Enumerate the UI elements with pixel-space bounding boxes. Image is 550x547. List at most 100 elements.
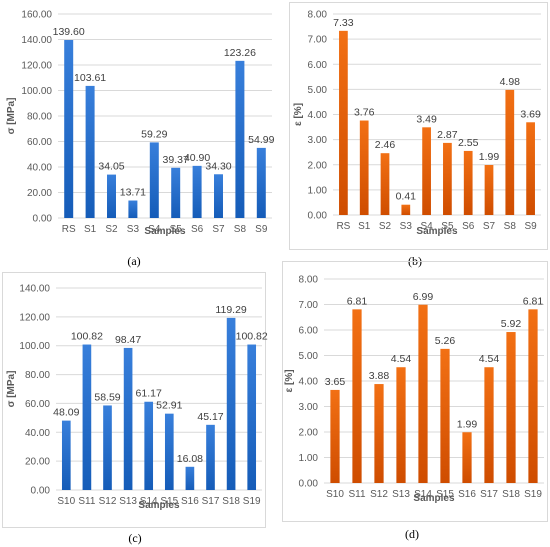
bar bbox=[103, 405, 112, 490]
bar bbox=[352, 309, 362, 483]
data-label: 6.99 bbox=[413, 291, 434, 303]
x-tick-label: S11 bbox=[78, 496, 95, 507]
y-tick-label: 80.00 bbox=[25, 370, 50, 381]
y-tick-label: 7.00 bbox=[299, 300, 319, 311]
data-label: 7.33 bbox=[333, 17, 354, 29]
data-label: 5.92 bbox=[501, 318, 522, 330]
y-tick-label: 140.00 bbox=[21, 35, 52, 46]
data-label: 6.81 bbox=[347, 295, 368, 307]
x-tick-label: S9 bbox=[255, 224, 268, 235]
data-label: 100.82 bbox=[71, 331, 103, 343]
x-tick-label: S10 bbox=[57, 496, 75, 507]
x-tick-label: S5 bbox=[170, 224, 183, 235]
chart-frame-d bbox=[282, 261, 548, 522]
x-tick-label: S17 bbox=[480, 489, 498, 500]
x-tick-label: S18 bbox=[502, 489, 520, 500]
data-label: 3.65 bbox=[325, 376, 346, 388]
x-tick-label: S4 bbox=[420, 221, 433, 232]
bar bbox=[61, 420, 71, 490]
y-tick-label: 6.00 bbox=[308, 60, 328, 71]
bar bbox=[443, 142, 452, 215]
x-tick-label: S13 bbox=[392, 489, 410, 500]
x-tick-label: S4 bbox=[148, 224, 161, 235]
data-label: 4.54 bbox=[391, 353, 412, 365]
bar bbox=[339, 30, 348, 215]
bar bbox=[506, 332, 516, 483]
data-label: 119.29 bbox=[215, 304, 246, 316]
data-label: 0.41 bbox=[396, 191, 417, 203]
chart-c-svg: 0.00 20.00 40.00 60.00 80.00 100.00 120.00 140.… bbox=[6, 284, 268, 512]
panel-label-c: (c) bbox=[128, 531, 142, 545]
chart-frame-c bbox=[2, 272, 266, 528]
x-tick-label: S1 bbox=[358, 221, 371, 232]
bar bbox=[82, 344, 92, 490]
y-tick-label: 40.00 bbox=[25, 428, 50, 439]
x-tick-label: S3 bbox=[400, 221, 413, 232]
x-tick-label: S15 bbox=[436, 489, 454, 500]
x-tick-label: S10 bbox=[326, 489, 344, 500]
y-tick-label: 60.00 bbox=[27, 137, 52, 148]
x-tick-label: RS bbox=[336, 221, 350, 232]
x-tick-label: S7 bbox=[483, 221, 496, 232]
y-tick-label: 2.00 bbox=[308, 160, 328, 171]
x-tick-label: S2 bbox=[105, 224, 118, 235]
bar bbox=[528, 309, 538, 483]
data-label: 34.05 bbox=[98, 161, 124, 173]
bar bbox=[235, 60, 245, 218]
bar bbox=[401, 204, 411, 215]
x-tick-label: S5 bbox=[441, 221, 454, 232]
y-tick-label: 1.00 bbox=[308, 185, 328, 196]
x-tick-label: S14 bbox=[140, 496, 158, 507]
y-tick-label: 1.00 bbox=[299, 453, 319, 464]
x-tick-label: S17 bbox=[202, 496, 220, 507]
chart-frame-b bbox=[289, 2, 548, 250]
x-tick-label: S12 bbox=[370, 489, 388, 500]
bar bbox=[462, 432, 472, 483]
data-label: 3.49 bbox=[416, 113, 437, 125]
panel-label-a: (a) bbox=[127, 254, 141, 268]
x-tick-label: S11 bbox=[348, 489, 365, 500]
data-label: 3.76 bbox=[354, 107, 375, 119]
bar bbox=[206, 424, 215, 490]
bar bbox=[422, 127, 431, 215]
data-label: 1.99 bbox=[457, 418, 478, 430]
bar bbox=[64, 40, 74, 219]
chart-a-svg: 0.00 20.00 40.00 60.00 80.00 100.00 120.00 140.… bbox=[6, 10, 275, 238]
bar bbox=[123, 347, 133, 490]
data-label: 103.61 bbox=[74, 72, 106, 84]
data-label: 1.99 bbox=[479, 151, 500, 163]
y-tick-label: 4.00 bbox=[308, 110, 328, 121]
data-label: 139.60 bbox=[53, 26, 85, 38]
y-tick-label: 5.00 bbox=[308, 85, 328, 96]
data-label: 61.17 bbox=[136, 388, 162, 400]
x-tick-label: S19 bbox=[243, 496, 261, 507]
bar bbox=[463, 150, 473, 215]
bar bbox=[247, 344, 257, 490]
x-tick-label: S16 bbox=[181, 496, 199, 507]
data-label: 58.59 bbox=[94, 391, 120, 403]
y-axis-title: ε [%] bbox=[293, 103, 304, 126]
x-tick-label: S16 bbox=[458, 489, 476, 500]
y-tick-label: 7.00 bbox=[308, 35, 328, 46]
bar bbox=[107, 174, 116, 218]
data-label: 54.99 bbox=[248, 134, 274, 146]
bar bbox=[192, 165, 202, 218]
bar bbox=[128, 200, 138, 218]
x-axis-title: Samples bbox=[413, 493, 455, 504]
bar bbox=[144, 401, 154, 490]
y-tick-label: 3.00 bbox=[308, 135, 328, 146]
y-tick-label: 20.00 bbox=[27, 188, 52, 199]
y-tick-label: 3.00 bbox=[299, 402, 319, 413]
bar bbox=[484, 367, 494, 483]
data-label: 3.88 bbox=[369, 370, 390, 382]
x-tick-label: S8 bbox=[234, 224, 247, 235]
y-tick-label: 0.00 bbox=[308, 211, 328, 222]
x-tick-label: S15 bbox=[160, 496, 178, 507]
x-axis-title: Samples bbox=[144, 226, 186, 237]
bar bbox=[149, 142, 159, 218]
data-label: 59.29 bbox=[141, 128, 167, 140]
y-tick-label: 60.00 bbox=[25, 399, 50, 410]
chart-panel-d: 0.00 1.00 2.00 3.00 4.00 5.00 6.00 7.00 8.00 3.65… bbox=[282, 261, 548, 522]
chart-panel-c: 0.00 20.00 40.00 60.00 80.00 100.00 120.00 140.… bbox=[2, 272, 268, 528]
data-label: 4.98 bbox=[500, 76, 521, 88]
